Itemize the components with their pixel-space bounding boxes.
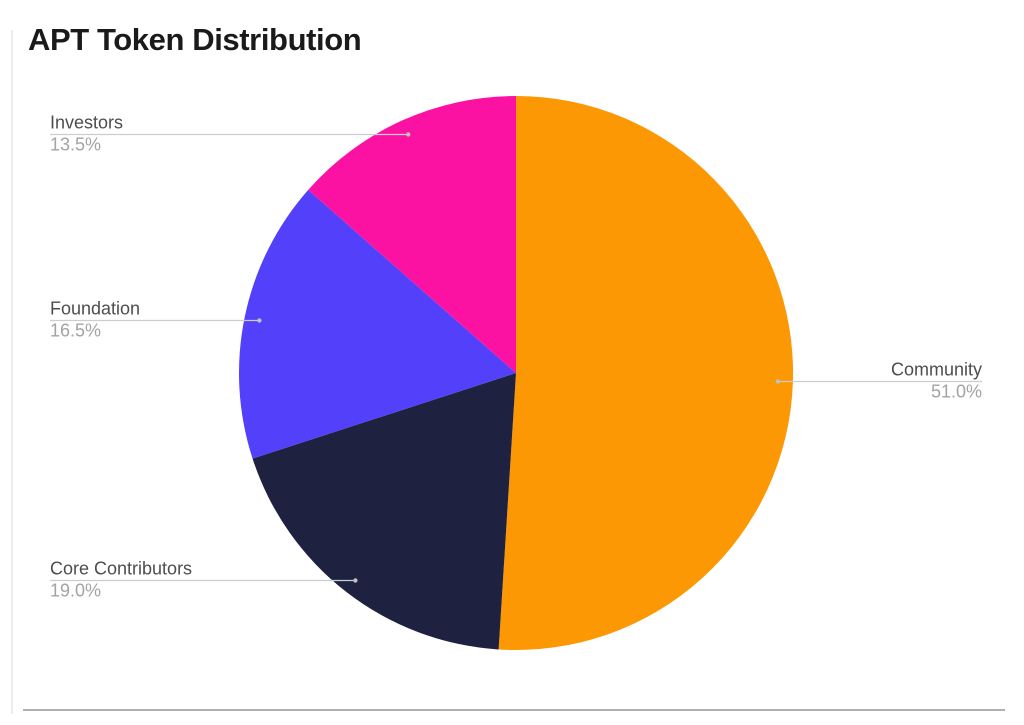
pie-slices-group <box>239 95 794 650</box>
chart-title: APT Token Distribution <box>28 22 362 57</box>
bottom-divider <box>23 709 1005 711</box>
slice-percent-community: 51.0% <box>931 382 982 402</box>
slice-label-foundation: Foundation <box>50 299 140 319</box>
pie-slice-investors <box>308 96 516 373</box>
slice-percent-foundation: 16.5% <box>50 321 101 341</box>
pie-slice-foundation <box>239 189 516 459</box>
pie-slice-community <box>498 95 794 650</box>
leader-dot-investors <box>406 132 411 137</box>
pie-slice-core-contributors <box>252 373 516 650</box>
slice-percent-core-contributors: 19.0% <box>50 581 101 601</box>
slice-label-investors: Investors <box>50 113 123 133</box>
card-left-border <box>11 30 13 714</box>
leader-dot-foundation <box>257 318 262 323</box>
slice-label-community: Community <box>891 360 982 380</box>
slice-label-core-contributors: Core Contributors <box>50 559 192 579</box>
slice-percent-investors: 13.5% <box>50 135 101 155</box>
leader-dot-core-contributors <box>353 578 358 583</box>
leader-dot-community <box>775 379 781 384</box>
